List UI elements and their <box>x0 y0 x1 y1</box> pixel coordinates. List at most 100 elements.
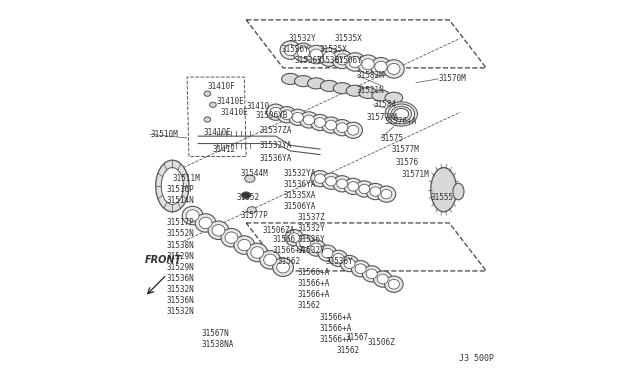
Text: 31582M: 31582M <box>357 71 385 80</box>
Ellipse shape <box>208 221 229 240</box>
Ellipse shape <box>362 266 381 282</box>
Text: 31536Y: 31536Y <box>326 257 353 266</box>
Ellipse shape <box>318 245 337 261</box>
Ellipse shape <box>377 274 388 284</box>
Ellipse shape <box>329 250 348 266</box>
Ellipse shape <box>333 83 351 94</box>
Ellipse shape <box>349 57 361 67</box>
Ellipse shape <box>195 214 216 232</box>
Ellipse shape <box>212 225 225 236</box>
Ellipse shape <box>374 271 392 287</box>
Ellipse shape <box>251 247 264 258</box>
Ellipse shape <box>319 48 340 66</box>
Text: 31536N: 31536N <box>167 274 195 283</box>
Text: 31576+A: 31576+A <box>385 117 417 126</box>
Text: FRONT: FRONT <box>145 256 182 265</box>
Ellipse shape <box>314 118 326 127</box>
Ellipse shape <box>264 254 276 266</box>
Ellipse shape <box>306 45 326 64</box>
Text: 31529N: 31529N <box>167 263 195 272</box>
Text: 31566+A: 31566+A <box>320 335 353 344</box>
Text: 31410E: 31410E <box>216 97 244 106</box>
Ellipse shape <box>311 114 329 131</box>
Text: 31536YA: 31536YA <box>259 154 291 163</box>
Ellipse shape <box>345 53 365 71</box>
Text: 31567: 31567 <box>346 333 369 342</box>
Ellipse shape <box>285 230 303 246</box>
Text: 31506ZA: 31506ZA <box>263 226 295 235</box>
Ellipse shape <box>221 228 242 247</box>
Ellipse shape <box>344 259 355 269</box>
Text: 31555: 31555 <box>431 193 454 202</box>
Ellipse shape <box>225 232 238 243</box>
Text: 31566+A: 31566+A <box>320 312 353 321</box>
Text: 31537Z: 31537Z <box>298 213 326 222</box>
Text: 31532YA: 31532YA <box>259 141 291 150</box>
Ellipse shape <box>374 61 387 72</box>
Text: 31532Y: 31532Y <box>289 34 316 43</box>
Text: 31532N: 31532N <box>167 285 195 294</box>
Text: 31584: 31584 <box>374 100 397 109</box>
Ellipse shape <box>326 120 337 130</box>
Ellipse shape <box>337 123 348 132</box>
Text: 31410E: 31410E <box>204 128 232 137</box>
Text: 31510M: 31510M <box>150 130 178 139</box>
Text: 31577M: 31577M <box>392 145 420 154</box>
Ellipse shape <box>323 52 335 62</box>
Text: 31506Z: 31506Z <box>368 339 396 347</box>
Ellipse shape <box>182 206 203 225</box>
Ellipse shape <box>282 73 300 84</box>
Ellipse shape <box>394 109 408 119</box>
Text: 31544M: 31544M <box>241 169 268 177</box>
Text: 31571M: 31571M <box>401 170 429 179</box>
Text: 31552N: 31552N <box>167 230 195 238</box>
Text: 31562: 31562 <box>298 301 321 311</box>
Ellipse shape <box>431 167 456 212</box>
Text: 31538NA: 31538NA <box>202 340 234 349</box>
Text: 31536Y: 31536Y <box>294 56 322 65</box>
Ellipse shape <box>388 63 400 74</box>
Text: 31536N: 31536N <box>167 296 195 305</box>
Ellipse shape <box>366 269 377 279</box>
Ellipse shape <box>377 186 396 202</box>
Text: 31536YA: 31536YA <box>283 180 316 189</box>
Ellipse shape <box>310 49 323 60</box>
Ellipse shape <box>344 122 362 138</box>
Ellipse shape <box>333 253 344 263</box>
Text: 31410: 31410 <box>246 102 269 111</box>
Ellipse shape <box>289 233 300 243</box>
Text: 31410E: 31410E <box>220 108 248 117</box>
Text: 31532Y: 31532Y <box>298 246 326 255</box>
Text: 31577P: 31577P <box>241 211 268 220</box>
Ellipse shape <box>351 260 370 277</box>
Text: 31412: 31412 <box>213 145 236 154</box>
Text: 31535XA: 31535XA <box>283 191 316 200</box>
Text: 31562: 31562 <box>337 346 360 355</box>
Text: 31566: 31566 <box>272 235 295 244</box>
Ellipse shape <box>210 102 216 108</box>
Ellipse shape <box>294 76 312 87</box>
Ellipse shape <box>388 279 399 289</box>
Ellipse shape <box>322 248 333 258</box>
Ellipse shape <box>321 80 338 92</box>
Text: 31537ZA: 31537ZA <box>259 126 291 135</box>
Ellipse shape <box>340 256 359 272</box>
Text: 31552: 31552 <box>237 193 260 202</box>
Ellipse shape <box>296 235 314 251</box>
Ellipse shape <box>300 238 311 248</box>
Ellipse shape <box>292 112 303 122</box>
Text: 31535X: 31535X <box>335 34 362 43</box>
Ellipse shape <box>337 179 348 189</box>
Ellipse shape <box>293 43 314 62</box>
Text: 31536Y: 31536Y <box>298 235 326 244</box>
Ellipse shape <box>300 112 318 128</box>
Ellipse shape <box>385 102 417 126</box>
Ellipse shape <box>199 217 212 229</box>
Ellipse shape <box>289 109 307 125</box>
Ellipse shape <box>355 264 366 273</box>
Ellipse shape <box>260 251 280 269</box>
Text: 31566+A: 31566+A <box>272 246 305 255</box>
Ellipse shape <box>332 50 353 68</box>
Text: 31575: 31575 <box>381 134 404 142</box>
Ellipse shape <box>333 119 351 136</box>
